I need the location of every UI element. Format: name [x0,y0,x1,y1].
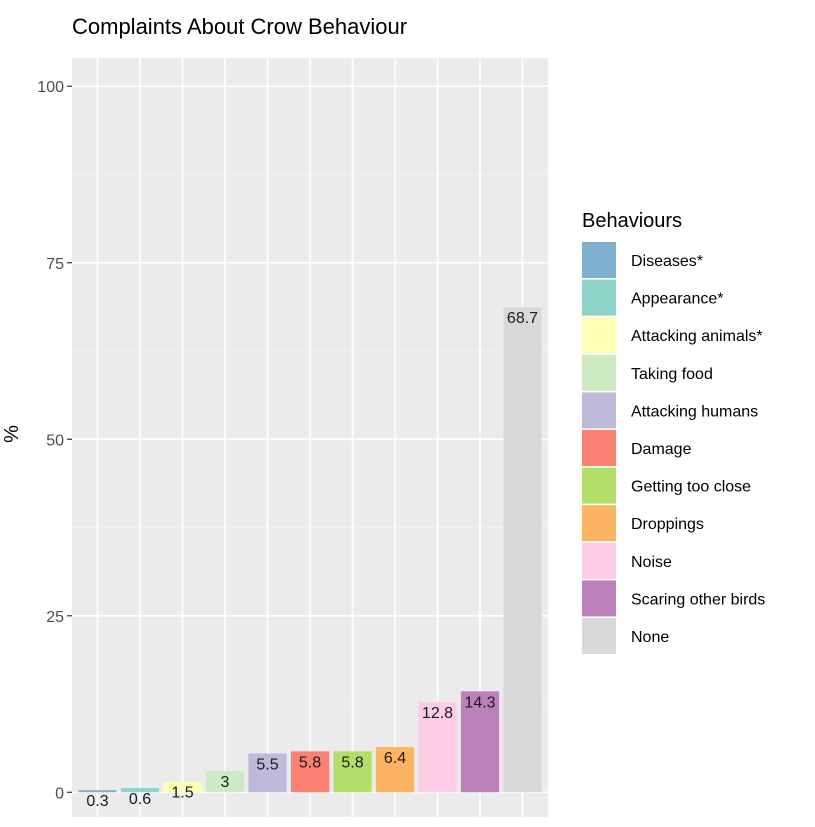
bar [205,771,245,793]
bar-labels: 0.3 0.6 1.5 3 5.5 5.8 5.8 6.4 12.8 14.3 68.7 [86,310,538,810]
legend-swatch [582,580,616,617]
legend-swatch [582,279,616,316]
bar-value-label: 14.3 [464,694,495,711]
legend-swatch [582,354,616,391]
bar [503,307,542,793]
legend-swatch [582,392,616,429]
legend-swatch [582,542,616,579]
legend-label: Appearance* [631,291,724,308]
bar-value-label: 1.5 [171,785,193,802]
y-tick-label: 0 [55,785,64,802]
legend-label: Droppings [631,516,704,533]
y-tick-label: 25 [46,609,64,626]
legend-label: None [631,629,669,646]
legend-label: Scaring other birds [631,591,765,608]
bar-value-label: 12.8 [422,705,453,722]
legend-label: Getting too close [631,479,751,496]
y-tick-label: 50 [46,432,64,449]
bar-value-label: 0.6 [129,791,151,808]
bar [460,691,500,793]
legend-swatch [582,505,616,542]
legend-label: Taking food [631,366,713,383]
chart-title: Complaints About Crow Behaviour [72,14,407,39]
legend-label: Damage [631,441,692,458]
bar-value-label: 5.5 [256,756,278,773]
bar-value-label: 3 [221,774,230,791]
bar-value-label: 6.4 [384,750,406,767]
y-tick-label: 100 [37,79,64,96]
bar [248,753,287,793]
bar [333,751,372,793]
legend-swatch [582,430,616,466]
legend-label: Attacking humans [631,403,758,420]
legend-items: Diseases* Appearance* Attacking animals* Ta… [582,242,765,654]
bar-value-label: 68.7 [507,310,538,327]
bar [418,701,457,793]
legend-title: Behaviours [582,210,682,232]
legend: Behaviours Diseases* Appearance* Attacking… [582,210,765,654]
legend-swatch [582,467,616,504]
y-tick-label: 75 [46,256,64,273]
legend-swatch [582,242,616,278]
bar [290,751,330,793]
bar [375,747,415,793]
legend-label: Diseases* [631,253,703,270]
bar [163,781,202,793]
y-axis: 0 25 50 75 100 [37,79,72,802]
legend-swatch [582,317,616,354]
legend-swatch [582,618,616,654]
legend-label: Noise [631,554,672,571]
bar-value-label: 5.8 [299,754,321,771]
legend-label: Attacking animals* [631,328,763,345]
y-axis-label: % [1,425,23,443]
bars [78,307,542,793]
bar [78,790,117,793]
bar-value-label: 0.3 [86,793,108,810]
bar-value-label: 5.8 [341,754,363,771]
bar [120,788,160,793]
